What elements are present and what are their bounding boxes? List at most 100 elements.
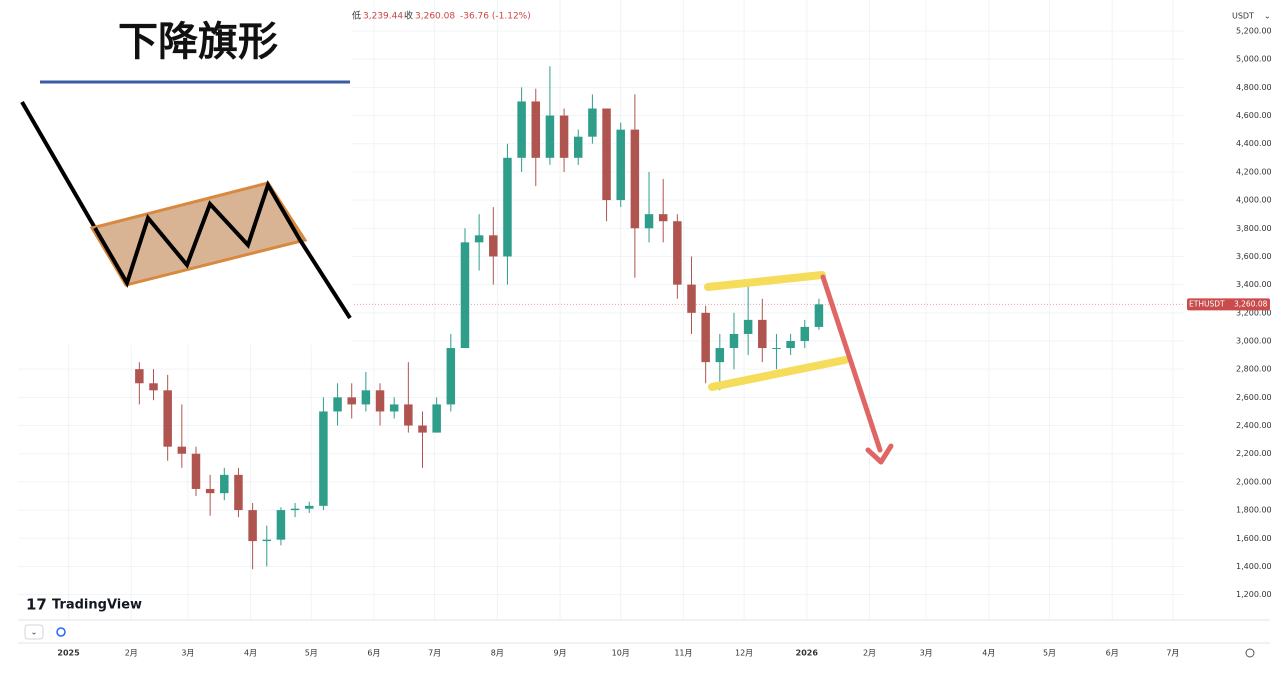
candle-body bbox=[673, 221, 682, 285]
x-tick-label: 6月 bbox=[367, 649, 380, 658]
candle-body bbox=[404, 404, 413, 426]
brand-name: TradingView bbox=[52, 598, 142, 613]
y-tick-label: 2,200.00 bbox=[1236, 449, 1272, 458]
x-tick-label: 2月 bbox=[125, 649, 138, 658]
candle-body bbox=[545, 115, 555, 158]
candle-body bbox=[616, 129, 625, 201]
candle-body bbox=[588, 108, 597, 137]
y-tick-label: 5,000.00 bbox=[1236, 55, 1272, 64]
candle-body bbox=[786, 341, 795, 349]
flag-upper-line bbox=[704, 271, 826, 291]
candle-body bbox=[290, 508, 300, 511]
candle-body bbox=[319, 411, 328, 506]
grid bbox=[18, 0, 1185, 620]
pattern-illustration: 下降旗形 bbox=[18, 0, 352, 345]
arrow-shaft bbox=[820, 274, 883, 453]
y-tick-label: 4,400.00 bbox=[1236, 139, 1272, 148]
x-tick-label: 6月 bbox=[1106, 649, 1119, 658]
currency[interactable]: USDT bbox=[1232, 12, 1254, 21]
candle-body bbox=[800, 326, 810, 341]
y-tick-label: 1,800.00 bbox=[1236, 506, 1272, 515]
ohlc-legend: 低 3,239.44 收 3,260.08 -36.76 (-1.12%) bbox=[352, 10, 531, 22]
breakdown-line bbox=[298, 238, 352, 320]
pole-line bbox=[20, 100, 97, 230]
illustration-background bbox=[18, 0, 352, 345]
candle-body bbox=[729, 333, 739, 349]
candle-body bbox=[489, 235, 498, 257]
candle-body bbox=[503, 157, 512, 257]
candle-body bbox=[517, 101, 526, 158]
candle-body bbox=[758, 319, 767, 349]
currency-dropdown[interactable]: ⌄ bbox=[1264, 12, 1271, 21]
collapse-button[interactable] bbox=[24, 624, 44, 640]
low-label: 低 bbox=[352, 10, 361, 22]
candle-body bbox=[687, 284, 696, 313]
x-tick-label: 8月 bbox=[491, 649, 504, 658]
candle-body bbox=[333, 397, 342, 412]
x-tick-label: 4月 bbox=[982, 649, 995, 658]
x-tick-label: 4月 bbox=[244, 649, 257, 658]
candle-body bbox=[814, 304, 824, 327]
candle-body bbox=[177, 446, 187, 454]
flag-lower-line bbox=[708, 356, 849, 391]
x-tick-label: 5月 bbox=[1043, 649, 1056, 658]
candle-body bbox=[559, 115, 569, 158]
settings-button[interactable] bbox=[1245, 648, 1255, 658]
y-tick-label: 3,800.00 bbox=[1236, 224, 1272, 233]
y-tick-label: 3,400.00 bbox=[1236, 280, 1272, 289]
brand: 17 TradingView bbox=[26, 596, 142, 614]
candle-body bbox=[644, 214, 654, 229]
candle-body bbox=[347, 397, 356, 405]
arrow-head bbox=[865, 443, 894, 465]
y-tick-label: 5,200.00 bbox=[1236, 27, 1272, 36]
candle-body bbox=[630, 129, 640, 229]
candle-body bbox=[573, 136, 583, 158]
y-tick-label: 1,200.00 bbox=[1236, 590, 1272, 599]
candle-body bbox=[772, 348, 781, 350]
candle-body bbox=[248, 510, 257, 542]
y-tick-label: 2,000.00 bbox=[1236, 477, 1272, 486]
candle-body bbox=[234, 474, 243, 511]
candle-body bbox=[205, 488, 215, 494]
close-value: 3,260.08 bbox=[415, 12, 455, 22]
x-tick-label: 2026 bbox=[796, 649, 819, 658]
x-tick-label: 2025 bbox=[57, 649, 80, 658]
candle-body bbox=[474, 235, 484, 243]
candle-body bbox=[220, 474, 229, 494]
annotations bbox=[704, 271, 894, 465]
candle-body bbox=[715, 348, 725, 363]
candle-body bbox=[460, 242, 470, 349]
candle-body bbox=[149, 383, 158, 391]
y-tick-label: 3,200.00 bbox=[1236, 308, 1272, 317]
candle-body bbox=[276, 510, 286, 540]
candle-body bbox=[361, 390, 371, 405]
y-tick-label: 2,800.00 bbox=[1236, 365, 1272, 374]
illustration-title: 下降旗形 bbox=[118, 19, 278, 65]
flag-zigzag bbox=[93, 180, 302, 288]
symbol-label: ETHUSDT bbox=[1189, 299, 1225, 308]
candle-body bbox=[446, 348, 456, 405]
y-tick-label: 3,000.00 bbox=[1236, 337, 1272, 346]
x-tick-label: 7月 bbox=[1166, 649, 1179, 658]
candle-body bbox=[163, 390, 172, 447]
x-tick-label: 7月 bbox=[428, 649, 441, 658]
change-value: -36.76 (-1.12%) bbox=[460, 12, 531, 22]
y-tick-label: 4,800.00 bbox=[1236, 83, 1272, 92]
candle-body bbox=[432, 404, 441, 433]
candle-body bbox=[389, 404, 399, 412]
candle-body bbox=[658, 214, 668, 222]
last-price-badge bbox=[1187, 298, 1270, 311]
collapse-icon: ⌄ bbox=[31, 628, 38, 637]
x-tick-label: 12月 bbox=[735, 649, 753, 658]
candle-body bbox=[743, 319, 753, 334]
y-tick-label: 4,600.00 bbox=[1236, 111, 1272, 120]
axes: 1,200.00 1,400.00 1,600.00 1,800.00 2,000.00… bbox=[57, 27, 1271, 658]
y-tick-label: 2,400.00 bbox=[1236, 421, 1272, 430]
reset-button[interactable] bbox=[56, 627, 66, 637]
candle-body bbox=[304, 505, 314, 509]
y-tick-label: 3,600.00 bbox=[1236, 252, 1272, 261]
x-tick-label: 3月 bbox=[181, 649, 194, 658]
last-price-label: 3,260.08 bbox=[1234, 299, 1268, 308]
x-tick-label: 10月 bbox=[612, 649, 630, 658]
